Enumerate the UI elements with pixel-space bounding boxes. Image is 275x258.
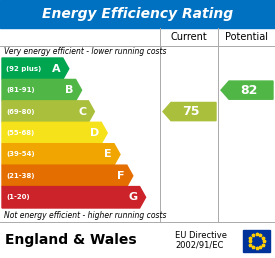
Polygon shape bbox=[2, 165, 133, 187]
Text: (55-68): (55-68) bbox=[6, 130, 34, 136]
Text: C: C bbox=[78, 107, 86, 117]
Polygon shape bbox=[221, 81, 273, 99]
Text: Not energy efficient - higher running costs: Not energy efficient - higher running co… bbox=[4, 211, 166, 220]
Text: D: D bbox=[90, 128, 99, 138]
Bar bbox=[243, 230, 270, 252]
Text: (1-20): (1-20) bbox=[6, 194, 30, 200]
Text: (39-54): (39-54) bbox=[6, 151, 35, 157]
Text: G: G bbox=[128, 192, 138, 202]
Bar bbox=[0, 0, 275, 28]
Polygon shape bbox=[2, 187, 145, 208]
Text: (69-80): (69-80) bbox=[6, 109, 34, 115]
Text: 82: 82 bbox=[240, 84, 257, 97]
Polygon shape bbox=[2, 122, 107, 144]
Text: 75: 75 bbox=[182, 105, 200, 118]
Text: (92 plus): (92 plus) bbox=[6, 66, 41, 72]
Text: F: F bbox=[117, 171, 125, 181]
Text: E: E bbox=[104, 149, 112, 159]
Polygon shape bbox=[2, 79, 82, 101]
Polygon shape bbox=[2, 58, 69, 79]
Text: EU Directive: EU Directive bbox=[175, 230, 227, 239]
Text: 2002/91/EC: 2002/91/EC bbox=[175, 240, 223, 249]
Text: (81-91): (81-91) bbox=[6, 87, 35, 93]
Text: B: B bbox=[65, 85, 74, 95]
Text: (21-38): (21-38) bbox=[6, 173, 34, 179]
Text: England & Wales: England & Wales bbox=[5, 233, 137, 247]
Polygon shape bbox=[2, 144, 120, 165]
Text: A: A bbox=[52, 64, 61, 74]
Polygon shape bbox=[163, 102, 216, 121]
Text: Very energy efficient - lower running costs: Very energy efficient - lower running co… bbox=[4, 47, 166, 57]
Text: Energy Efficiency Rating: Energy Efficiency Rating bbox=[42, 7, 233, 21]
Text: Current: Current bbox=[170, 32, 207, 42]
Polygon shape bbox=[2, 101, 94, 122]
Text: Potential: Potential bbox=[225, 32, 268, 42]
